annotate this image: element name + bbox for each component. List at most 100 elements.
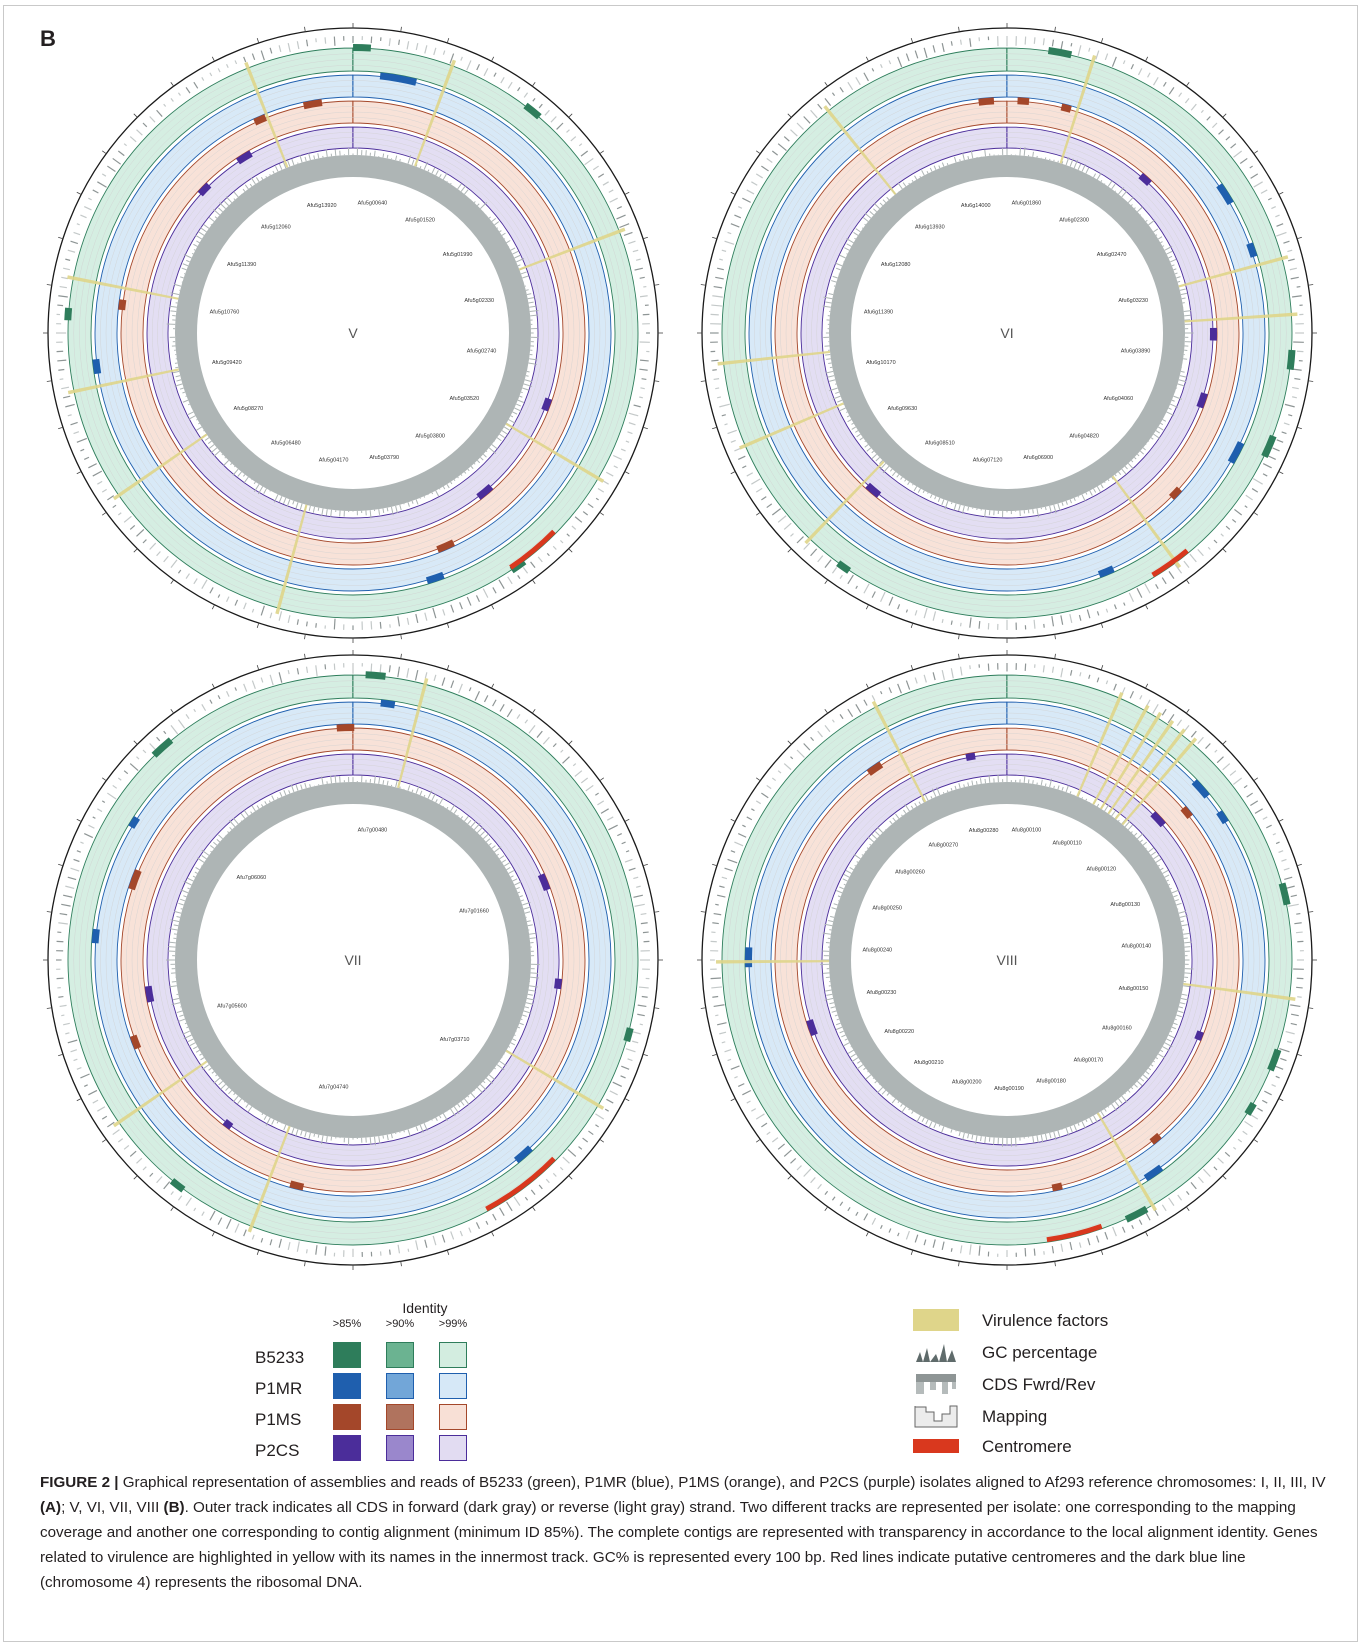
cds-mark — [77, 438, 87, 442]
gc-peak — [211, 448, 217, 453]
gc-peak — [1118, 1099, 1122, 1103]
gene-label: Afu8g00150 — [1119, 986, 1149, 992]
scale-tick — [712, 237, 717, 239]
gc-peak — [1160, 868, 1163, 870]
gc-peak — [1094, 489, 1096, 493]
cds-mark — [279, 1239, 281, 1248]
gc-peak — [915, 176, 917, 180]
gene-label: Afu5g04170 — [319, 458, 349, 464]
gc-peak — [1090, 491, 1093, 496]
gc-peak — [447, 484, 449, 488]
scale-tick — [171, 82, 174, 86]
gc-peak — [219, 203, 225, 209]
gc-peak — [451, 1109, 456, 1116]
gc-peak — [1183, 933, 1190, 934]
cds-mark — [898, 1233, 899, 1236]
cds-mark — [597, 801, 603, 805]
cds-mark — [979, 621, 980, 629]
cds-mark — [84, 1085, 87, 1087]
cds-mark — [178, 720, 184, 729]
cds-mark — [390, 1250, 391, 1255]
cds-mark — [561, 750, 563, 752]
cds-mark — [68, 877, 76, 879]
cds-mark — [65, 886, 74, 888]
isolate-row-p1ms: P1MS — [255, 1404, 515, 1434]
cds-mark — [88, 464, 96, 468]
gc-peak — [204, 225, 209, 229]
identity-swatch — [439, 1342, 467, 1368]
gc-peak — [847, 416, 849, 417]
cds-mark — [1052, 40, 1053, 47]
cds-mark — [747, 190, 754, 194]
gc-peak — [1066, 785, 1068, 792]
scale-tick — [756, 151, 760, 154]
gc-peak — [852, 427, 856, 430]
scale-tick — [1223, 1176, 1227, 1180]
cds-mark — [1154, 77, 1159, 85]
gc-peak — [514, 255, 520, 258]
cds-mark — [507, 709, 512, 717]
gc-peak — [903, 183, 906, 187]
gc-peak — [432, 493, 433, 494]
gc-peak — [186, 260, 190, 262]
cds-mark — [617, 834, 621, 836]
gc-peak — [196, 1050, 199, 1052]
gc-peak — [264, 1116, 266, 1120]
gc-peak — [890, 469, 892, 471]
isolate-row-p2cs: P2CS — [255, 1435, 515, 1465]
cds-mark — [80, 449, 84, 451]
cds-mark — [1105, 54, 1107, 60]
cds-mark — [1132, 1225, 1134, 1229]
gene-label: Afu7g01660 — [459, 909, 489, 915]
gc-peak — [318, 508, 319, 511]
scale-tick — [625, 192, 629, 194]
gene-label: Afu6g01860 — [1012, 200, 1042, 206]
gc-peak — [857, 1065, 863, 1069]
cds-mark — [202, 580, 207, 589]
cds-mark — [113, 158, 121, 164]
cds-mark — [1277, 440, 1283, 443]
cds-mark — [579, 1147, 582, 1150]
gc-peak — [865, 224, 866, 225]
cds-mark — [434, 675, 436, 681]
cds-mark — [825, 98, 831, 105]
scale-tick — [731, 471, 735, 473]
gc-peak — [461, 185, 466, 191]
scale-tick — [47, 1008, 52, 1009]
cds-mark — [1290, 268, 1297, 270]
scale-tick — [1308, 285, 1313, 286]
cds-mark — [811, 549, 817, 556]
cds-mark — [261, 1238, 262, 1242]
cds-mark — [1185, 98, 1189, 103]
gc-peak — [202, 856, 207, 859]
gc-peak — [296, 1129, 298, 1136]
cds-mark — [1043, 665, 1044, 672]
isolate-name: P2CS — [255, 1441, 299, 1461]
cds-mark — [1177, 720, 1181, 726]
cds-mark — [186, 1198, 191, 1206]
cds-mark — [202, 1212, 204, 1216]
cds-mark — [818, 731, 823, 737]
cds-mark — [61, 1015, 64, 1016]
gc-peak — [193, 1047, 197, 1049]
scale-tick — [1254, 778, 1258, 781]
cds-mark — [1276, 232, 1286, 236]
cds-mark — [1291, 895, 1297, 896]
gc-peak — [897, 474, 899, 477]
cds-mark — [553, 1173, 556, 1176]
cds-mark — [171, 98, 173, 101]
cds-mark — [848, 709, 853, 716]
cds-mark — [915, 51, 918, 59]
cds-mark — [1214, 1167, 1217, 1170]
cds-mark — [1297, 997, 1301, 998]
cds-mark — [1281, 859, 1286, 861]
scale-tick — [102, 1139, 106, 1142]
cds-mark — [583, 512, 588, 515]
gc-peak — [468, 820, 471, 824]
cds-mark — [633, 895, 642, 897]
gc-peak — [898, 1101, 899, 1102]
cds-mark — [261, 678, 263, 683]
gc-peak — [193, 244, 197, 246]
scale-tick — [701, 381, 706, 382]
cds-mark — [1272, 1085, 1276, 1087]
